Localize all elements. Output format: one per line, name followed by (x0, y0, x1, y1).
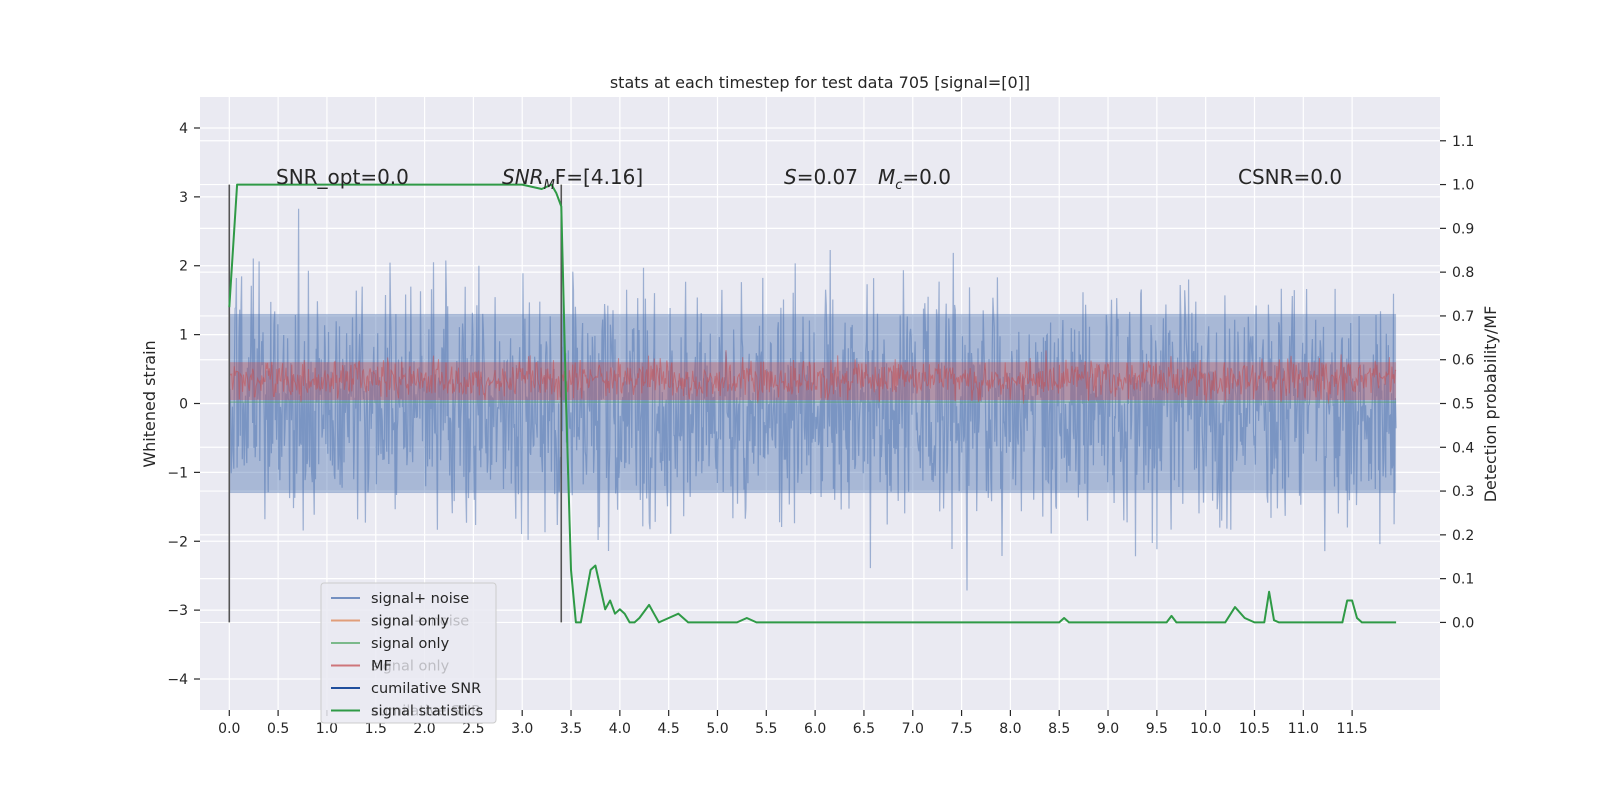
x-tick-label: 10.0 (1190, 721, 1221, 737)
signal-noise-series (228, 208, 1397, 591)
right-y-tick-label: 0.5 (1452, 397, 1474, 413)
x-tick-label: 11.5 (1337, 721, 1368, 737)
y-tick-label: −2 (167, 534, 188, 550)
annotation-snr-mf-value: F=[4.16] (555, 165, 643, 189)
legend-frame (320, 582, 497, 724)
x-tick-label: 5.0 (706, 721, 728, 737)
annotation-mc: Mc=0.0 (878, 165, 951, 193)
x-tick-label: 4.0 (609, 721, 631, 737)
annotation-csnr: CSNR=0.0 (1238, 165, 1342, 189)
left-axis-ticks: 4 3 2 1 0 −1 −2 −3 −4 (167, 121, 200, 688)
x-tick-label: 10.5 (1239, 721, 1270, 737)
y-tick-label: −3 (167, 603, 188, 619)
marker-lines (228, 184, 563, 623)
signal-noise-core (229, 313, 1397, 494)
annotation-mc-value: =0.0 (902, 165, 951, 189)
x-tick-label: 9.0 (1097, 721, 1119, 737)
right-y-tick-label: 0.8 (1452, 265, 1474, 281)
annotation-mc-sub: c (895, 178, 902, 193)
annotation-snr-mf: SNRMF=[4.16] (502, 165, 643, 193)
mf-line (228, 350, 1397, 404)
right-y-tick-label: 0.2 (1452, 528, 1474, 544)
legend-label: signal statistics (371, 704, 483, 720)
legend-label: signal only (371, 636, 450, 652)
legend-label: signal+ noise (371, 591, 469, 607)
x-tick-label: 3.0 (511, 721, 533, 737)
x-tick-label: 2.0 (413, 721, 435, 737)
y-tick-label: 3 (179, 190, 188, 206)
x-tick-label: 5.5 (755, 721, 777, 737)
right-y-tick-label: 0.7 (1452, 309, 1474, 325)
legend-label: MF (371, 659, 392, 675)
x-tick-label: 0.0 (218, 721, 240, 737)
y-tick-label: 1 (179, 328, 188, 344)
annotation-s-var: S (784, 165, 797, 189)
y-tick-label: 0 (179, 397, 188, 413)
legend-ghost-label: cumilative SNR (371, 704, 481, 720)
y-tick-label: 4 (179, 121, 188, 137)
right-y-tick-label: 0.1 (1452, 572, 1474, 588)
mf-series (228, 350, 1397, 404)
y-tick-label: 2 (179, 259, 188, 275)
x-tick-label: 4.5 (658, 721, 680, 737)
legend-label: cumilative SNR (371, 681, 481, 697)
right-y-tick-label: 0.4 (1452, 440, 1474, 456)
x-tick-label: 1.5 (365, 721, 387, 737)
chart-title: stats at each timestep for test data 705… (610, 73, 1030, 92)
annotation-snr-mf-var: SNR (502, 165, 544, 189)
x-tick-label: 1.0 (316, 721, 338, 737)
x-tick-label: 9.5 (1146, 721, 1168, 737)
legend-label: signal only (371, 614, 450, 630)
right-y-axis-label: Detection probability/MF (1481, 306, 1500, 503)
y-tick-label: −4 (167, 672, 188, 688)
right-y-tick-label: 1.0 (1452, 178, 1474, 194)
annotation-s-value: =0.07 (797, 165, 858, 189)
legend-ghost-label: signal only (371, 659, 450, 675)
x-tick-label: 6.5 (853, 721, 875, 737)
right-y-tick-label: 0.6 (1452, 353, 1474, 369)
x-tick-label: 8.0 (999, 721, 1021, 737)
x-tick-label: 7.5 (950, 721, 972, 737)
x-tick-label: 2.5 (462, 721, 484, 737)
annotation-s: S=0.07 (784, 165, 858, 189)
mf-core (229, 362, 1397, 401)
y-tick-label: −1 (167, 465, 188, 481)
signal-noise-line (228, 208, 1397, 591)
right-y-tick-label: 0.0 (1452, 615, 1474, 631)
legend-ghost-label: signal+ noise (371, 614, 469, 630)
annotation-snr-mf-sub: M (544, 178, 555, 193)
x-tick-label: 0.5 (267, 721, 289, 737)
x-tick-label: 11.0 (1288, 721, 1319, 737)
annotation-mc-var: M (878, 165, 895, 189)
x-axis-ticks: 0.0 0.5 1.0 1.5 2.0 2.5 3.0 3.5 4.0 4.5 5.0 5.5 6.0 6… (218, 710, 1368, 737)
right-axis-ticks: 1.1 1.0 0.9 0.8 0.7 0.6 0.5 0.4 0.3 0.2 0.1 0.0 (1440, 134, 1474, 631)
signal-statistics-series (228, 183, 1397, 624)
x-tick-label: 6.0 (804, 721, 826, 737)
x-tick-label: 7.0 (902, 721, 924, 737)
right-y-tick-label: 0.9 (1452, 221, 1474, 237)
x-tick-label: 8.5 (1048, 721, 1070, 737)
x-tick-label: 3.5 (560, 721, 582, 737)
right-y-tick-label: 1.1 (1452, 134, 1474, 150)
right-y-tick-label: 0.3 (1452, 484, 1474, 500)
y-axis-label: Whitened strain (140, 340, 159, 467)
signal-statistics-line (228, 183, 1397, 624)
annotation-snr-opt: SNR_opt=0.0 (276, 165, 409, 189)
